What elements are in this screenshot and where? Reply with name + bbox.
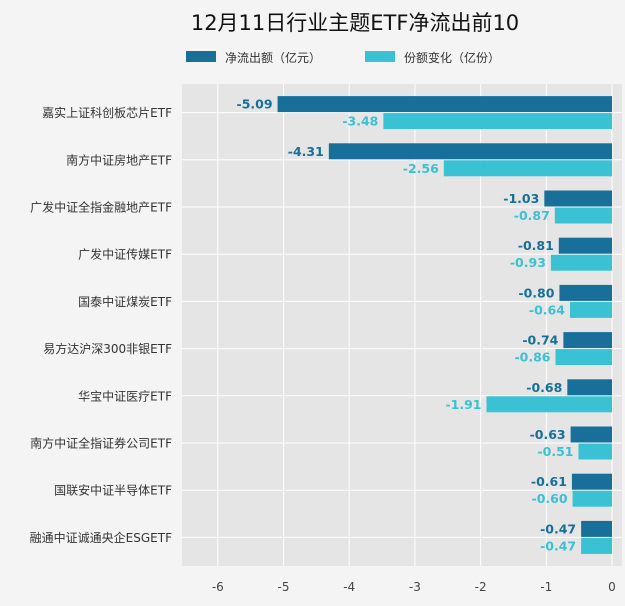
bar-s1-4: [569, 301, 612, 318]
gridlines: [182, 84, 622, 566]
bar-s0-5: [563, 332, 612, 349]
bar-label-s1-6: -1.91: [445, 397, 481, 412]
bar-s0-7: [570, 426, 612, 443]
bar-label-s1-1: -2.56: [403, 161, 439, 176]
x-axis-ticks: -6 -5 -4 -3 -2 -1 0: [212, 580, 616, 594]
bar-label-s1-3: -0.93: [510, 255, 546, 270]
bar-label-s0-1: -4.31: [288, 144, 324, 159]
bar-label-s1-4: -0.64: [529, 302, 565, 317]
category-label-2: 广发中证全指金融地产ETF: [30, 200, 172, 215]
bars: [277, 96, 612, 554]
bar-label-s0-8: -0.61: [531, 474, 567, 489]
bar-label-s0-0: -5.09: [237, 97, 273, 112]
bar-label-s1-9: -0.47: [540, 538, 576, 553]
bar-s1-6: [486, 396, 612, 413]
category-label-7: 南方中证全指证券公司ETF: [30, 436, 172, 451]
bar-label-s0-9: -0.47: [540, 521, 576, 536]
bar-s1-2: [554, 207, 612, 224]
bar-labels: -5.09 -3.48 -4.31 -2.56 -1.03 -0.87 -0.81 -0.93…: [237, 97, 577, 554]
legend-label-share-change: 份额变化（亿份）: [404, 50, 500, 65]
bar-label-s0-5: -0.74: [522, 333, 558, 348]
category-label-6: 华宝中证医疗ETF: [78, 388, 172, 403]
x-tick-label-4: -2: [475, 580, 487, 594]
bar-label-s0-2: -1.03: [503, 191, 539, 206]
bar-s0-8: [571, 473, 612, 490]
bar-label-s1-5: -0.86: [514, 350, 550, 365]
x-tick-label-1: -5: [278, 580, 290, 594]
bar-s1-5: [555, 349, 612, 366]
bar-s0-9: [581, 520, 612, 537]
bar-s1-8: [572, 490, 612, 507]
bar-label-s1-8: -0.60: [532, 491, 568, 506]
legend: 净流出额（亿元） 份额变化（亿份）: [186, 50, 500, 65]
category-label-5: 易方达沪深300非银ETF: [43, 341, 172, 356]
bar-s0-0: [277, 96, 612, 113]
bar-s0-1: [328, 143, 612, 160]
bar-s1-9: [581, 537, 612, 554]
bar-s1-1: [443, 160, 612, 177]
bar-label-s0-7: -0.63: [530, 427, 566, 442]
bar-s1-3: [550, 254, 612, 271]
legend-swatch-net-outflow: [186, 51, 216, 62]
chart-title: 12月11日行业主题ETF净流出前10: [191, 11, 519, 35]
bar-label-s1-0: -3.48: [342, 114, 378, 129]
category-label-0: 嘉实上证科创板芯片ETF: [42, 105, 172, 120]
bar-s0-4: [559, 284, 612, 301]
x-tick-label-2: -4: [343, 580, 355, 594]
bar-label-s0-6: -0.68: [526, 380, 562, 395]
bar-label-s1-2: -0.87: [514, 208, 550, 223]
x-tick-label-0: -6: [212, 580, 224, 594]
category-label-8: 国联安中证半导体ETF: [54, 483, 172, 498]
category-label-1: 南方中证房地产ETF: [66, 152, 172, 167]
bar-s1-7: [578, 443, 612, 460]
legend-swatch-share-change: [365, 51, 395, 62]
bar-label-s1-7: -0.51: [537, 444, 573, 459]
x-tick-label-6: 0: [608, 580, 616, 594]
bar-label-s0-4: -0.80: [518, 285, 554, 300]
x-tick-label-5: -1: [540, 580, 552, 594]
bar-s1-0: [383, 113, 612, 130]
bar-s0-6: [567, 379, 612, 396]
category-label-4: 国泰中证煤炭ETF: [78, 294, 172, 309]
category-label-9: 融通中证诚通央企ESGETF: [30, 530, 172, 545]
bar-label-s0-3: -0.81: [518, 238, 554, 253]
category-label-3: 广发中证传媒ETF: [78, 247, 172, 262]
x-tick-label-3: -3: [409, 580, 421, 594]
bar-s0-3: [558, 237, 612, 254]
legend-label-net-outflow: 净流出额（亿元）: [225, 50, 321, 65]
bar-s0-2: [544, 190, 612, 207]
category-labels: 嘉实上证科创板芯片ETF 南方中证房地产ETF 广发中证全指金融地产ETF 广发中证传…: [30, 105, 172, 545]
